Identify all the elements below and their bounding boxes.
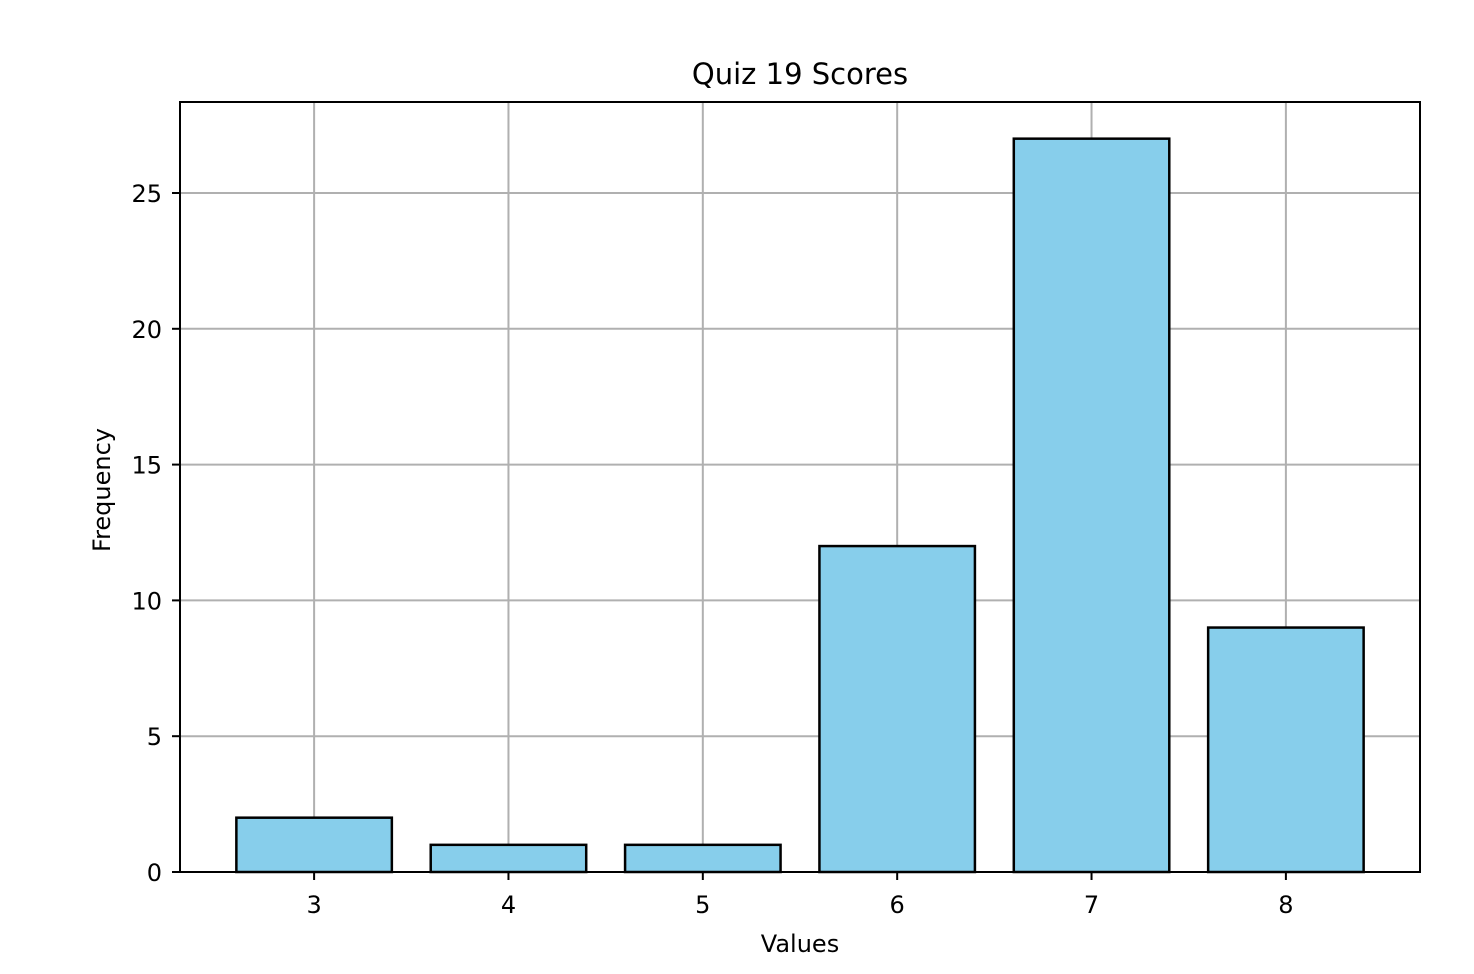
y-tick-label: 5 bbox=[147, 723, 162, 751]
bar-3 bbox=[235, 816, 394, 874]
y-tick-label: 25 bbox=[131, 180, 162, 208]
bar-6 bbox=[818, 544, 977, 874]
bar-5 bbox=[623, 843, 782, 874]
chart-title: Quiz 19 Scores bbox=[692, 57, 908, 91]
bar-4 bbox=[429, 843, 588, 874]
x-tick-label: 8 bbox=[1278, 891, 1293, 919]
y-axis-title: Frequency bbox=[88, 428, 116, 552]
x-tick-label: 4 bbox=[501, 891, 516, 919]
x-tick-label: 7 bbox=[1084, 891, 1099, 919]
bars bbox=[235, 137, 1365, 874]
x-tick-label: 5 bbox=[695, 891, 710, 919]
x-axis-title: Values bbox=[761, 930, 839, 958]
y-tick-label: 10 bbox=[131, 587, 162, 615]
y-tick-label: 0 bbox=[147, 859, 162, 887]
x-tick-label: 3 bbox=[306, 891, 321, 919]
ticks: 0 5 10 15 20 25 3 4 5 6 7 8 bbox=[131, 180, 1293, 919]
bar-8 bbox=[1206, 626, 1365, 874]
y-tick-label: 15 bbox=[131, 452, 162, 480]
plot-frame bbox=[179, 101, 1421, 873]
x-tick-label: 6 bbox=[890, 891, 905, 919]
y-tick-label: 20 bbox=[131, 316, 162, 344]
bar-7 bbox=[1012, 137, 1171, 874]
